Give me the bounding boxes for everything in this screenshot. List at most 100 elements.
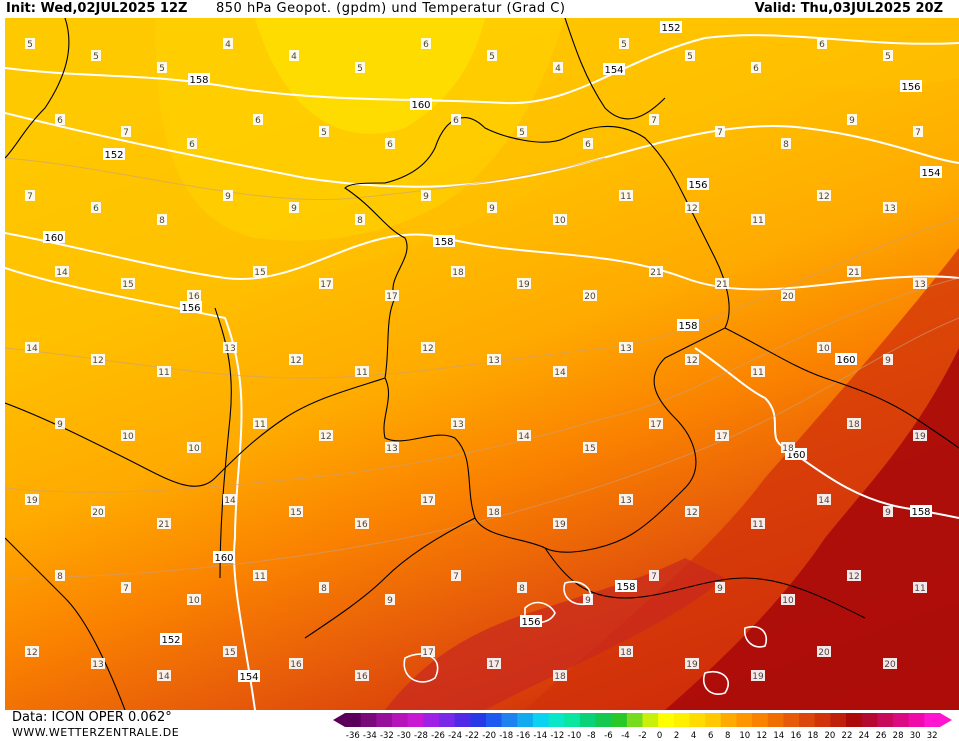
geopotential-label: 154	[921, 168, 940, 179]
temperature-label-box	[55, 418, 65, 429]
temperature-label: 10	[188, 596, 200, 606]
temperature-label-box	[817, 494, 831, 505]
temperature-label: 20	[884, 660, 896, 670]
geopotential-label-box	[213, 551, 235, 563]
temperature-label: 7	[651, 116, 657, 126]
temperature-label: 14	[818, 496, 830, 506]
colorbar-tick-label: 8	[725, 731, 730, 741]
colorbar-swatch	[924, 713, 941, 727]
temperature-label-box	[253, 114, 263, 125]
geopotential-label-box	[103, 148, 125, 160]
temperature-label: 14	[554, 368, 566, 378]
colorbar-swatch	[391, 713, 409, 727]
temperature-label-box	[883, 50, 893, 61]
temperature-label-box	[847, 266, 861, 277]
isoline-labels: 1521541561581601521541561581601561581601…	[25, 21, 942, 683]
temperature-label-box	[649, 570, 659, 581]
map-title: 850 hPa Geopot. (gpdm) und Temperatur (G…	[216, 1, 566, 16]
temperature-label: 10	[554, 216, 566, 226]
temperature-label: 21	[716, 280, 727, 290]
temperature-label-box	[913, 582, 927, 593]
temperature-label: 17	[422, 648, 433, 658]
temperature-label: 20	[782, 292, 794, 302]
colorbar-swatch	[705, 713, 722, 727]
temperature-label-box	[187, 290, 201, 301]
temperature-label-box	[385, 442, 399, 453]
temperature-label: 13	[488, 356, 499, 366]
colorbar-tick-label: -32	[380, 731, 394, 741]
temperature-label: 13	[452, 420, 463, 430]
colorbar-swatch	[673, 713, 690, 727]
temperature-label: 11	[254, 420, 265, 430]
temperature-label: 13	[386, 444, 397, 454]
geopotential-label: 158	[911, 507, 930, 518]
temperature-label-box	[487, 202, 497, 213]
geopotential-label-box	[900, 80, 922, 92]
temperature-label: 7	[453, 572, 459, 582]
colorbar-swatch	[783, 713, 800, 727]
country-borders	[5, 18, 959, 710]
temperature-label: 18	[488, 508, 500, 518]
temperature-label-box	[883, 354, 893, 365]
temperature-label-box	[223, 38, 233, 49]
temperature-label: 12	[320, 432, 331, 442]
temperature-label: 11	[158, 368, 169, 378]
temperature-label: 11	[752, 216, 763, 226]
colorbar-tick-label: -8	[587, 731, 595, 741]
temperature-label-box	[517, 126, 527, 137]
temperature-label-box	[781, 594, 795, 605]
geopotential-label: 154	[239, 672, 258, 683]
colorbar-swatch	[485, 713, 503, 727]
geopotential-label-box	[835, 353, 857, 365]
geopotential-label: 156	[181, 303, 200, 314]
temperature-label: 19	[26, 496, 38, 506]
temperature-label: 15	[122, 280, 133, 290]
temperature-label-box	[319, 126, 329, 137]
geopotential-label: 152	[104, 150, 123, 161]
temperature-label-box	[223, 190, 233, 201]
temperature-label-box	[25, 190, 35, 201]
colorbar-swatch	[767, 713, 784, 727]
temperature-label: 11	[752, 520, 763, 530]
init-time: Init: Wed,02JUL2025 12Z	[6, 1, 188, 16]
colorbar-swatch	[877, 713, 894, 727]
colorbar-tick-label: 14	[773, 731, 784, 741]
temperature-label: 12	[26, 648, 37, 658]
temperature-label: 12	[848, 572, 859, 582]
geopotential-label-box	[43, 231, 65, 243]
website: WWW.WETTERZENTRALE.DE	[12, 726, 180, 739]
temperature-label-box	[253, 570, 267, 581]
colorbar-tick-label: -4	[621, 731, 629, 741]
temperature-label: 16	[356, 520, 368, 530]
temperature-label-box	[91, 354, 105, 365]
temperature-label: 13	[620, 496, 631, 506]
colorbar-swatch	[626, 713, 643, 727]
geopotential-label: 152	[161, 635, 180, 646]
geopotential-label: 160	[411, 100, 430, 111]
temperature-label-box	[883, 202, 897, 213]
colorbar-tick-label: -20	[482, 731, 496, 741]
colorbar-swatch	[720, 713, 737, 727]
temperature-label-box	[517, 278, 531, 289]
temperature-label: 5	[357, 64, 363, 74]
temperature-label: 11	[254, 572, 265, 582]
temperature-label: 13	[914, 280, 925, 290]
temperature-label: 5	[519, 128, 525, 138]
colorbar-tick-label: 26	[876, 731, 887, 741]
temperature-label: 4	[555, 64, 561, 74]
temperature-label: 7	[123, 128, 129, 138]
colorbar-swatch	[752, 713, 769, 727]
temperature-label: 18	[848, 420, 860, 430]
temperature-label-box	[487, 658, 501, 669]
colorbar-swatch	[423, 713, 440, 727]
colorbar-tick-label: -18	[499, 731, 513, 741]
temperature-label: 8	[321, 584, 327, 594]
temperature-label-box	[91, 506, 105, 517]
temperature-label: 6	[57, 116, 63, 126]
colorbar-arrow-left	[333, 713, 345, 727]
temperature-label-box	[421, 190, 431, 201]
temperature-label-box	[421, 494, 435, 505]
colorbar-swatch	[642, 713, 659, 727]
temperature-label-box	[583, 594, 593, 605]
temperature-label: 9	[225, 192, 231, 202]
